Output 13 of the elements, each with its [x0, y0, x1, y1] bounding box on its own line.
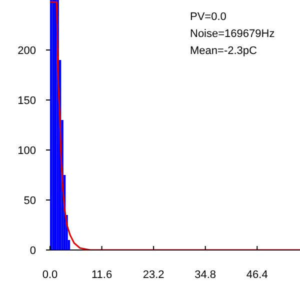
y-tick-label: 150	[18, 94, 36, 107]
annotation: PV=0.0	[190, 11, 226, 23]
x-tick-label: 46.4	[246, 269, 268, 281]
y-tick-label: 200	[18, 44, 36, 57]
annotation: Noise=169679Hz	[190, 28, 275, 40]
x-tick-label: 34.8	[194, 269, 216, 281]
y-tick-label: 50	[24, 194, 36, 207]
annotation: Mean=-2.3pC	[190, 45, 258, 57]
y-tick-label: 0	[30, 244, 36, 257]
x-tick-label: 23.2	[142, 269, 164, 281]
x-tick-label: 0.0	[42, 269, 58, 281]
y-tick-label: 100	[18, 144, 36, 157]
x-tick-label: 11.6	[91, 269, 112, 281]
